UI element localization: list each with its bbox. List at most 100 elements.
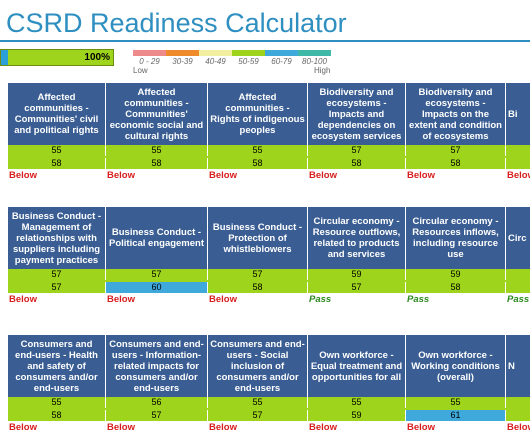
status-badge: Below <box>309 170 337 181</box>
score-cell: 57 <box>106 269 208 280</box>
score-cell: 55 <box>208 145 308 156</box>
row-separator <box>8 280 530 282</box>
progress-fill <box>1 50 113 65</box>
column-header: Circ <box>506 207 530 269</box>
status-badge: Below <box>407 422 435 433</box>
score-cell: 55 <box>106 145 208 156</box>
target-cell: 60 <box>106 282 208 293</box>
target-cell: 58 <box>208 158 308 169</box>
legend-swatch <box>298 50 331 56</box>
status-badge: Below <box>209 170 237 181</box>
table-row: 58 58 58 58 58 <box>8 158 530 169</box>
column-header: N <box>506 335 530 397</box>
target-cell <box>506 282 530 293</box>
progress-label: 100% <box>84 52 110 63</box>
status-badge: Below <box>9 170 37 181</box>
legend-swatch <box>232 50 265 56</box>
status-badge: Below <box>209 294 237 305</box>
legend-item: 30-39 <box>166 50 199 66</box>
legend-range-label: 30-39 <box>172 57 193 66</box>
status-badge: Pass <box>309 294 332 305</box>
readiness-table-section: Affected communities - Communities' civi… <box>8 83 530 183</box>
target-cell: 58 <box>406 158 506 169</box>
target-cell: 58 <box>8 158 106 169</box>
target-cell: 57 <box>208 410 308 421</box>
status-badge: Below <box>209 422 237 433</box>
status-badge: Below <box>9 294 37 305</box>
page-title: CSRD Readiness Calculator <box>6 8 347 38</box>
status-badge: Below <box>507 170 530 181</box>
status-badge: Below <box>107 170 135 181</box>
table-header-row: Consumers and end-users - Health and saf… <box>8 335 530 397</box>
status-badge: Pass <box>507 294 530 305</box>
legend-swatch <box>166 50 199 56</box>
score-cell <box>506 269 530 280</box>
status-row: Below Below Below Below Below Below <box>8 421 530 435</box>
legend-item: 80-100 <box>298 50 331 66</box>
column-header: Own workforce - Equal treatment and oppo… <box>308 335 406 397</box>
overall-progress-bar: 100% <box>0 49 114 66</box>
table-row: 57 57 57 59 59 <box>8 269 530 280</box>
target-cell: 57 <box>8 282 106 293</box>
score-cell: 55 <box>406 397 506 408</box>
legend-range-label: 40-49 <box>205 57 226 66</box>
legend-range-label: 80-100 <box>302 57 327 66</box>
score-cell: 56 <box>106 397 208 408</box>
column-header: Business Conduct - Management of relatio… <box>8 207 106 269</box>
score-cell: 59 <box>308 269 406 280</box>
column-header: Own workforce - Working conditions (over… <box>406 335 506 397</box>
target-cell: 58 <box>406 282 506 293</box>
target-cell: 59 <box>308 410 406 421</box>
target-cell: 57 <box>308 282 406 293</box>
legend-range-label: 50-59 <box>238 57 259 66</box>
column-header: Circular economy - Resources inflows, in… <box>406 207 506 269</box>
status-badge: Below <box>507 422 530 433</box>
row-separator <box>8 408 530 410</box>
legend-range-label: 60-79 <box>271 57 292 66</box>
score-cell: 57 <box>8 269 106 280</box>
target-cell: 57 <box>106 410 208 421</box>
legend-low-label: Low <box>133 66 148 75</box>
column-header: Affected communities - Communities' econ… <box>106 83 208 145</box>
table-row: 58 57 57 59 61 <box>8 410 530 421</box>
legend-range-label: 0 - 29 <box>139 57 160 66</box>
score-cell: 57 <box>208 269 308 280</box>
score-cell <box>506 145 530 156</box>
target-cell: 58 <box>208 282 308 293</box>
table-row: 55 55 55 57 57 <box>8 145 530 156</box>
score-cell: 55 <box>308 397 406 408</box>
table-row: 57 60 58 57 58 <box>8 282 530 293</box>
legend-item: 60-79 <box>265 50 298 66</box>
status-badge: Pass <box>407 294 430 305</box>
column-header: Bi <box>506 83 530 145</box>
legend-swatch <box>265 50 298 56</box>
score-cell: 59 <box>406 269 506 280</box>
table-header-row: Business Conduct - Management of relatio… <box>8 207 530 269</box>
progress-start-marker <box>1 50 8 65</box>
column-header: Circular economy - Resource outflows, re… <box>308 207 406 269</box>
legend-high-label: High <box>314 66 331 75</box>
column-header: Consumers and end-users - Social inclusi… <box>208 335 308 397</box>
target-cell <box>506 158 530 169</box>
legend-swatch <box>133 50 166 56</box>
legend-item: 40-49 <box>199 50 232 66</box>
column-header: Biodiversity and ecosystems - Impacts on… <box>406 83 506 145</box>
legend-swatch <box>199 50 232 56</box>
table-header-row: Affected communities - Communities' civi… <box>8 83 530 145</box>
score-cell: 57 <box>308 145 406 156</box>
status-badge: Below <box>407 170 435 181</box>
score-cell: 55 <box>8 397 106 408</box>
score-cell: 57 <box>406 145 506 156</box>
target-cell: 58 <box>8 410 106 421</box>
status-row: Below Below Below Pass Pass Pass <box>8 293 530 307</box>
target-cell: 58 <box>308 158 406 169</box>
status-row: Below Below Below Below Below Below <box>8 169 530 183</box>
score-cell: 55 <box>208 397 308 408</box>
legend-item: 50-59 <box>232 50 265 66</box>
column-header: Affected communities - Communities' civi… <box>8 83 106 145</box>
target-cell: 61 <box>406 410 506 421</box>
status-badge: Below <box>107 294 135 305</box>
score-cell: 55 <box>8 145 106 156</box>
table-row: 55 56 55 55 55 <box>8 397 530 408</box>
column-header: Consumers and end-users - Health and saf… <box>8 335 106 397</box>
